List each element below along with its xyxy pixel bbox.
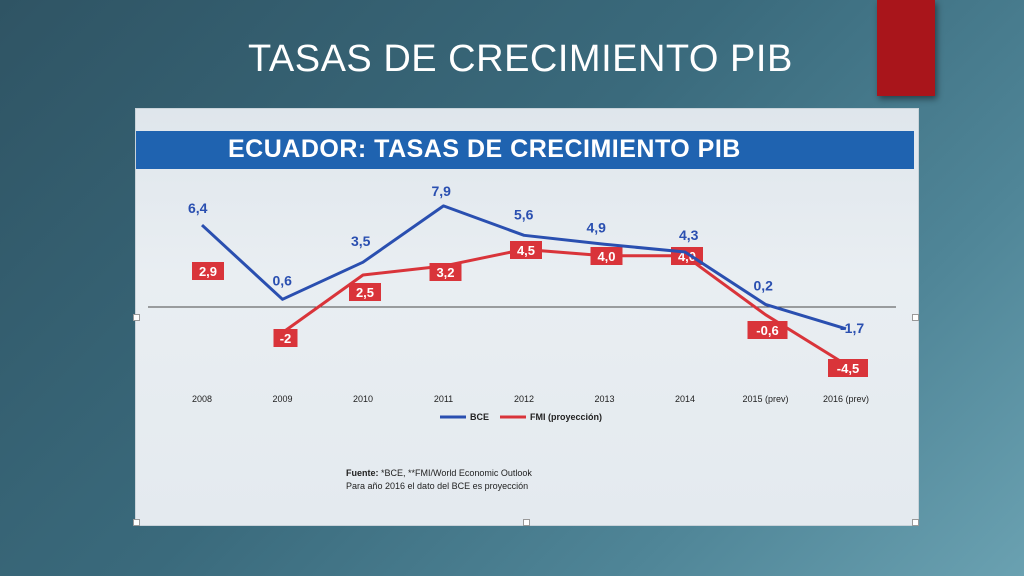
bce-data-label: 4,9 bbox=[587, 219, 607, 235]
source-label: Fuente: bbox=[346, 468, 379, 478]
fmi-label-box bbox=[349, 283, 381, 301]
fmi-data-label: 4,5 bbox=[510, 241, 542, 259]
resize-handle-bottom-left[interactable] bbox=[133, 519, 140, 526]
resize-handle-bottom-right[interactable] bbox=[912, 519, 919, 526]
x-tick-label: 2008 bbox=[192, 394, 212, 404]
legend-bce-label: BCE bbox=[470, 412, 489, 422]
chart-banner: ECUADOR: TASAS DE CRECIMIENTO PIB bbox=[136, 131, 914, 169]
bce-data-label: 3,5 bbox=[351, 233, 371, 249]
bce-data-label: 5,6 bbox=[514, 206, 534, 222]
fmi-label-box bbox=[429, 263, 462, 281]
fmi-label-text: 2,5 bbox=[356, 285, 374, 300]
bce-data-label: 0,2 bbox=[754, 277, 774, 293]
fmi-label-box bbox=[192, 262, 224, 280]
x-tick-label: 2011 bbox=[434, 394, 453, 404]
chart-picture[interactable]: ECUADOR: TASAS DE CRECIMIENTO PIB 2,9 -2 2… bbox=[133, 108, 919, 526]
x-tick-label: 2010 bbox=[353, 394, 373, 404]
fmi-data-label: -0,6 bbox=[747, 321, 788, 339]
x-tick-label: 2016 (prev) bbox=[823, 394, 869, 404]
resize-handle-right[interactable] bbox=[912, 314, 919, 321]
resize-handle-left[interactable] bbox=[133, 314, 140, 321]
resize-handle-bottom[interactable] bbox=[523, 519, 530, 526]
fmi-label-box bbox=[747, 321, 788, 339]
bce-data-label: 0,6 bbox=[273, 272, 293, 288]
x-tick-label: 2013 bbox=[594, 394, 614, 404]
fmi-data-label: -4,5 bbox=[828, 359, 868, 377]
fmi-series-line bbox=[281, 247, 847, 366]
fmi-label-text: -4,5 bbox=[837, 361, 859, 376]
fmi-label-box bbox=[590, 247, 623, 265]
fmi-data-label: 2,9 bbox=[192, 262, 224, 280]
bce-data-label: 4,3 bbox=[679, 227, 699, 243]
slide-title: TASAS DE CRECIMIENTO PIB bbox=[248, 38, 793, 80]
bce-data-label: 7,9 bbox=[432, 183, 452, 199]
bce-data-label: -1,7 bbox=[840, 320, 864, 336]
bce-data-label: 6,4 bbox=[188, 200, 208, 216]
legend-fmi-label: FMI (proyección) bbox=[530, 412, 602, 422]
x-tick-label: 2009 bbox=[272, 394, 292, 404]
red-accent-bar bbox=[877, 0, 935, 96]
chart-banner-title: ECUADOR: TASAS DE CRECIMIENTO PIB bbox=[228, 135, 741, 163]
bce-series-line bbox=[200, 204, 847, 331]
fmi-label-text: -0,6 bbox=[756, 323, 778, 338]
fmi-label-box bbox=[510, 241, 542, 259]
fmi-label-text: 4,5 bbox=[517, 243, 535, 258]
fmi-label-text: 3,2 bbox=[436, 265, 454, 280]
fmi-label-box bbox=[828, 359, 868, 377]
fmi-label-text: -2 bbox=[280, 331, 292, 346]
fmi-data-label: 3,2 bbox=[429, 263, 462, 281]
fmi-label-text: 4,0 bbox=[597, 249, 615, 264]
line-chart: 2,9-22,53,24,5 4,0 4,0-0,6-4,5 6,40,63,57,… bbox=[148, 183, 896, 422]
x-tick-label: 2012 bbox=[514, 394, 534, 404]
fmi-label-box bbox=[273, 329, 298, 347]
fmi-data-label: 4,0 bbox=[590, 247, 623, 265]
x-tick-label: 2014 bbox=[675, 394, 695, 404]
source-text: *BCE, **FMI/World Economic Outlook bbox=[378, 468, 532, 478]
chart-source: Fuente: *BCE, **FMI/World Economic Outlo… bbox=[346, 467, 532, 493]
fmi-data-label: -2 bbox=[273, 329, 298, 347]
fmi-label-text: 2,9 bbox=[199, 264, 217, 279]
source-note: Para año 2016 el dato del BCE es proyecc… bbox=[346, 481, 529, 491]
fmi-data-label: 2,5 bbox=[349, 283, 381, 301]
x-tick-label: 2015 (prev) bbox=[742, 394, 788, 404]
